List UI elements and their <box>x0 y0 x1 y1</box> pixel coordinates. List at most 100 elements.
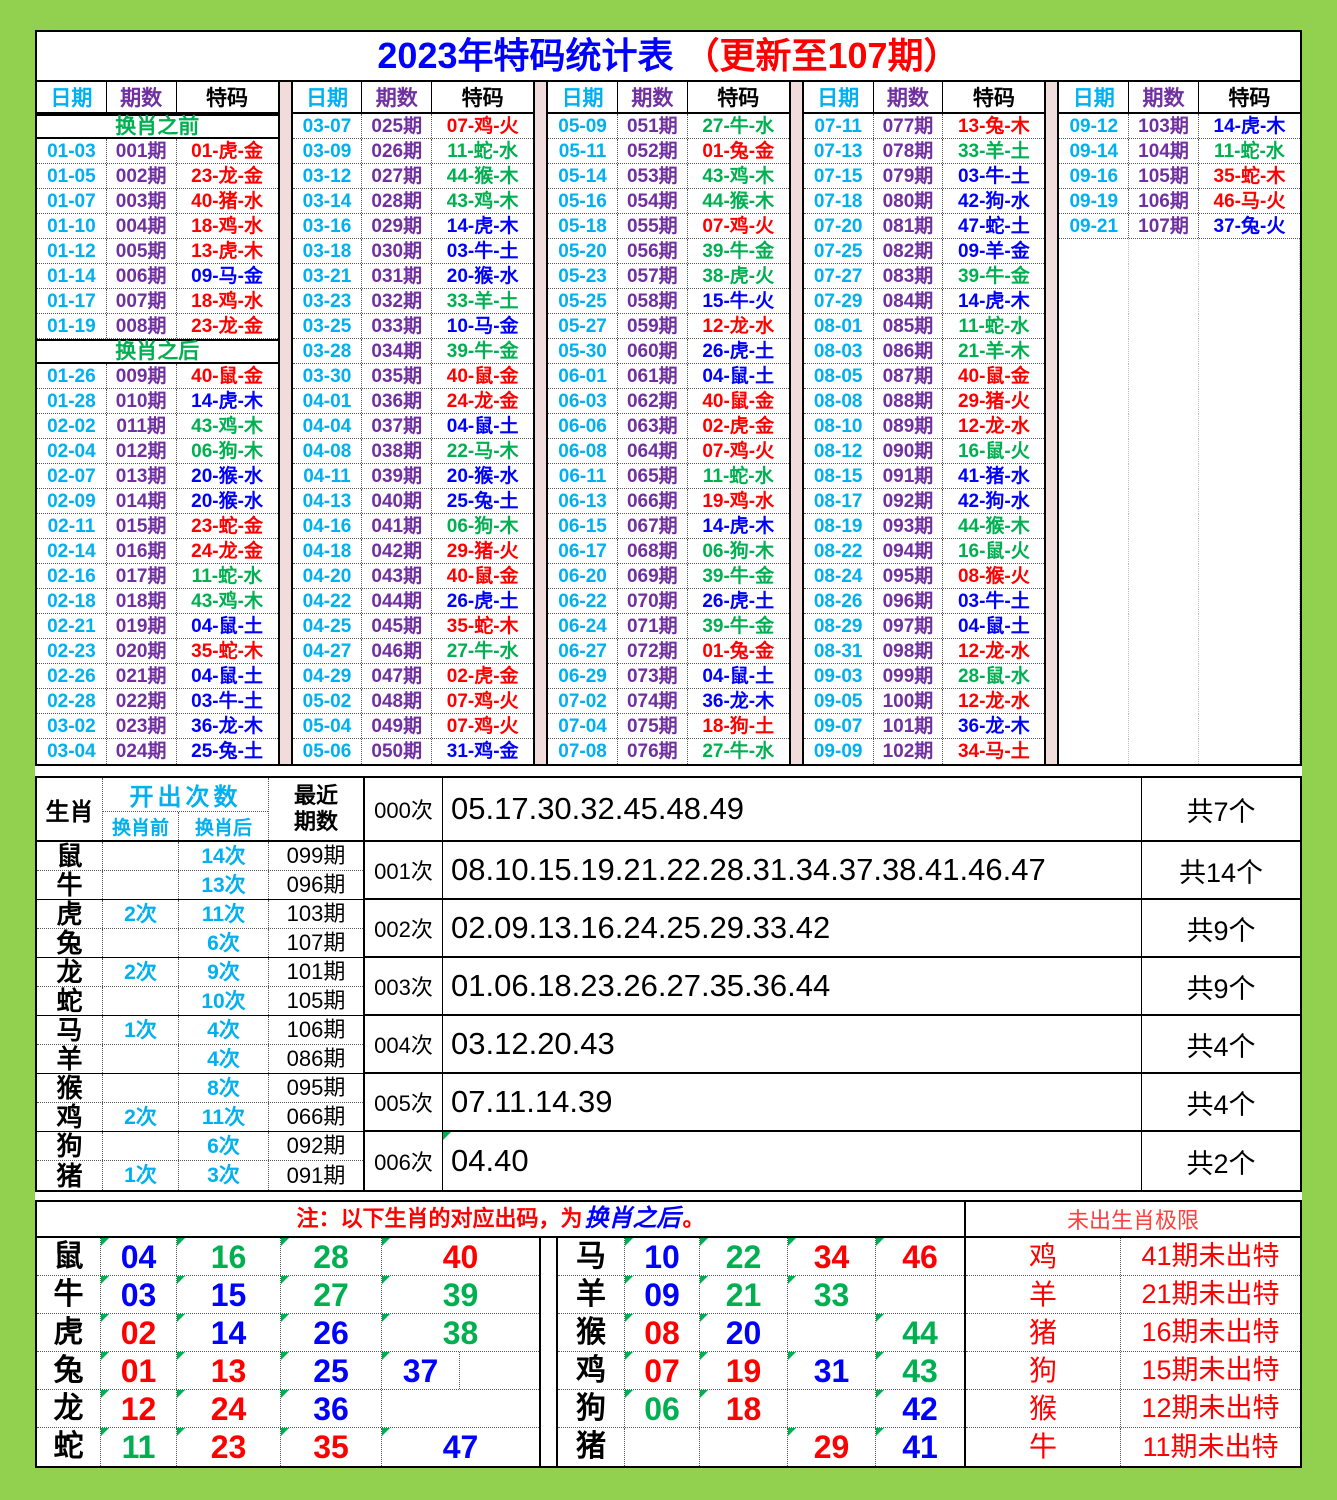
before-count <box>103 871 179 899</box>
count-total: 共14个 <box>1178 857 1264 888</box>
zodiac-name: 猴 <box>558 1314 625 1351</box>
number-cell: 44 <box>876 1314 964 1351</box>
empty-cell <box>1199 714 1300 739</box>
period-cell: 040期 <box>362 489 433 513</box>
empty-cell <box>1129 739 1199 764</box>
period-row: 07-27 083期 39-牛-金 <box>803 264 1045 289</box>
limit-zodiac: 猴 <box>966 1390 1121 1427</box>
period-row: 01-28 010期 14-虎-木 <box>37 389 278 414</box>
code-cell: 26-虎-土 <box>446 590 519 612</box>
code-cell: 46-马-火 <box>1213 190 1286 212</box>
period-cell: 060期 <box>618 339 688 363</box>
date-cell: 04-27 <box>293 639 363 663</box>
code-cell: 19-鸡-水 <box>702 490 775 512</box>
number-cell: 07 <box>625 1352 700 1389</box>
number-cell: 29 <box>788 1428 876 1466</box>
date-cell: 01-14 <box>37 264 107 288</box>
date-cell: 02-11 <box>37 514 107 538</box>
section-label-row: 换肖之前 <box>37 114 278 139</box>
period-cell: 092期 <box>874 489 944 513</box>
note-suffix: 。 <box>682 1206 705 1231</box>
date-cell: 04-20 <box>293 564 363 588</box>
code-cell: 20-猴-水 <box>191 465 263 487</box>
after-count: 4次 <box>179 1045 269 1073</box>
period-row: 01-07 003期 40-猪-水 <box>37 189 278 214</box>
empty-cell <box>1129 414 1199 439</box>
zodiac-number-row: 羊 09 21 33 <box>558 1276 964 1314</box>
date-cell: 02-09 <box>37 489 107 513</box>
number-cell: 46 <box>876 1238 964 1275</box>
code-cell: 41-猪-水 <box>957 465 1030 487</box>
empty-cell <box>1059 739 1130 764</box>
empty-row <box>1059 389 1300 414</box>
period-cell: 036期 <box>362 389 433 413</box>
period-row: 02-09 014期 20-猴-水 <box>37 489 278 514</box>
code-cell: 14-虎-木 <box>191 390 263 412</box>
number-cell: 27 <box>281 1276 382 1313</box>
zodiac-name: 蛇 <box>37 987 103 1015</box>
period-row: 07-13 078期 33-羊-土 <box>803 139 1045 164</box>
code-cell: 33-羊-土 <box>446 290 519 312</box>
zodiac-stat-row: 鼠 14次 099期 <box>37 842 363 871</box>
empty-cell <box>1129 364 1199 389</box>
date-column-header: 日期 <box>804 82 874 112</box>
code-column-header: 特码 <box>717 87 760 110</box>
period-cell: 043期 <box>362 564 433 588</box>
zodiac-stat-row: 龙 2次 9次 101期 <box>37 958 363 987</box>
date-cell: 07-11 <box>804 114 874 138</box>
limit-row: 猪 16期未出特 <box>966 1314 1300 1352</box>
count-numbers: 02.09.13.16.24.25.29.33.42 <box>443 900 1142 956</box>
period-row: 04-25 045期 35-蛇-木 <box>292 614 534 639</box>
period-row: 05-16 054期 44-猴-木 <box>548 189 789 214</box>
empty-row <box>1059 714 1300 739</box>
date-cell: 02-18 <box>37 589 107 613</box>
count-total: 共9个 <box>1186 915 1256 946</box>
count-group-row: 002次 02.09.13.16.24.25.29.33.42 共9个 <box>365 900 1300 958</box>
empty-cell <box>1059 639 1130 664</box>
date-cell: 06-15 <box>548 514 618 538</box>
limit-text: 41期未出特 <box>1141 1241 1280 1271</box>
period-cell: 014期 <box>107 489 177 513</box>
period-row: 04-11 039期 20-猴-水 <box>292 464 534 489</box>
period-cell: 027期 <box>362 164 433 188</box>
date-cell: 09-12 <box>1059 114 1130 138</box>
empty-cell <box>1059 314 1130 339</box>
count-numbers: 08.10.15.19.21.22.28.31.34.37.38.41.46.4… <box>443 842 1142 898</box>
code-cell: 26-虎-土 <box>702 590 775 612</box>
date-cell: 05-30 <box>548 339 618 363</box>
number-cell: 03 <box>101 1276 177 1313</box>
period-cell: 098期 <box>874 639 944 663</box>
empty-cell <box>1059 564 1130 589</box>
count-numbers: 07.11.14.39 <box>443 1074 1142 1130</box>
code-cell: 26-虎-土 <box>702 340 775 362</box>
period-row: 03-25 033期 10-马-金 <box>292 314 534 339</box>
after-count: 14次 <box>179 842 269 870</box>
period-row: 01-03 001期 01-虎-金 <box>37 139 278 164</box>
date-cell: 04-18 <box>293 539 363 563</box>
note-text: 注：以下生肖的对应出码，为 换肖之后。 <box>37 1202 966 1236</box>
period-cell: 093期 <box>874 514 944 538</box>
zodiac-number-row: 猴 08 20 44 <box>558 1314 964 1352</box>
period-row: 07-04 075期 18-狗-土 <box>548 714 789 739</box>
number-cell: 22 <box>700 1238 788 1275</box>
date-cell: 01-10 <box>37 214 107 238</box>
code-cell: 04-鼠-土 <box>702 665 775 687</box>
empty-cell <box>1199 564 1300 589</box>
number-cell: 47 <box>382 1428 539 1466</box>
period-row: 06-15 067期 14-虎-木 <box>548 514 789 539</box>
after-count: 6次 <box>179 929 269 957</box>
empty-row <box>1059 514 1300 539</box>
period-row: 08-22 094期 16-鼠-火 <box>803 539 1045 564</box>
code-cell: 33-羊-土 <box>957 140 1030 162</box>
period-cell: 056期 <box>618 239 688 263</box>
code-cell: 13-虎-木 <box>191 240 263 262</box>
period-cell: 085期 <box>874 314 944 338</box>
before-count: 2次 <box>103 1103 179 1131</box>
number-cell: 02 <box>101 1314 177 1351</box>
date-cell: 08-08 <box>804 389 874 413</box>
date-cell: 07-20 <box>804 214 874 238</box>
empty-cell <box>1129 539 1199 564</box>
count-total: 共7个 <box>1186 796 1256 827</box>
date-cell: 06-27 <box>548 639 618 663</box>
date-cell: 05-09 <box>548 114 618 138</box>
